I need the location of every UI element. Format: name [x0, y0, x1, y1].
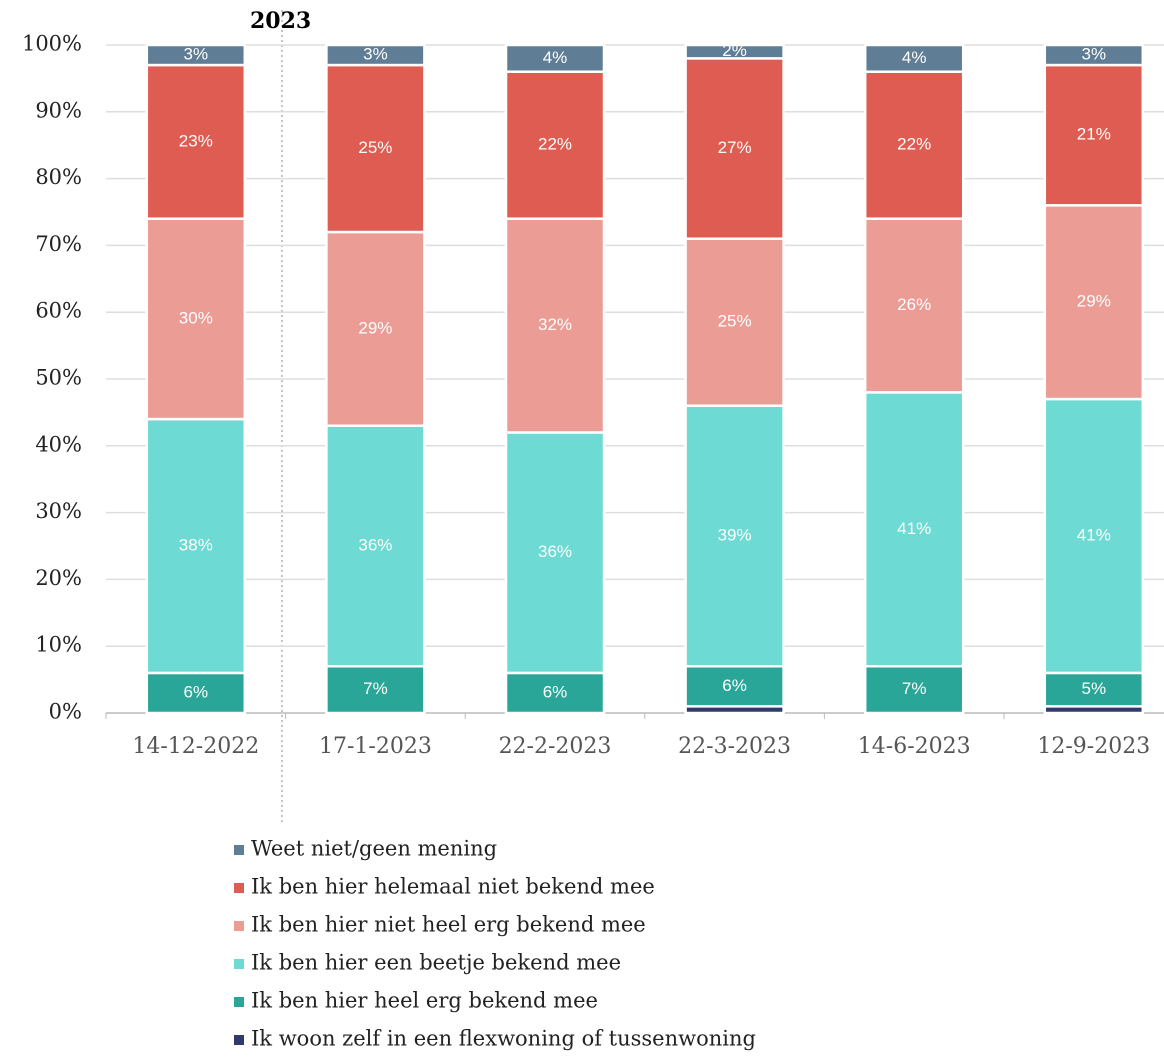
data-label: 27%	[718, 138, 752, 157]
y-tick-label: 10%	[35, 633, 82, 657]
legend-label: Weet niet/geen mening	[251, 837, 497, 861]
data-label: 5%	[1082, 679, 1107, 698]
bar-segment	[863, 43, 965, 73]
y-tick-label: 30%	[35, 499, 82, 523]
data-label: 29%	[1077, 292, 1111, 311]
legend-swatch	[234, 1035, 244, 1045]
bar-segment	[1043, 204, 1145, 401]
data-label: 41%	[1077, 525, 1111, 544]
bar-segment	[325, 424, 426, 668]
data-label: 7%	[902, 679, 927, 698]
bar-segment	[863, 70, 965, 220]
bar-segment	[504, 70, 606, 220]
data-label: 38%	[179, 535, 213, 554]
bar-segment	[145, 63, 247, 220]
data-label: 21%	[1077, 125, 1111, 144]
legend-swatch	[234, 921, 244, 931]
bar-segment	[684, 57, 785, 240]
y-tick-label: 40%	[35, 432, 82, 456]
data-label: 29%	[358, 318, 392, 337]
data-label: 23%	[179, 131, 213, 150]
y-tick-label: 90%	[35, 98, 82, 122]
legend-swatch	[234, 845, 244, 855]
x-tick-label: 14-12-2022	[132, 734, 259, 759]
legend-swatch	[234, 883, 244, 893]
bar-segment	[1043, 43, 1145, 67]
data-label: 25%	[718, 312, 752, 331]
legend-label: Ik ben hier heel erg bekend mee	[251, 989, 598, 1013]
data-label: 3%	[363, 45, 388, 64]
y-tick-label: 70%	[35, 232, 82, 256]
x-tick-label: 17-1-2023	[319, 734, 432, 759]
bar-segment	[325, 230, 426, 428]
bar-segment	[863, 217, 965, 394]
data-label: 3%	[184, 45, 209, 64]
data-label: 22%	[897, 135, 931, 154]
bar-segment	[145, 217, 247, 421]
data-label: 39%	[718, 525, 752, 544]
bar-segment	[145, 417, 247, 675]
bar-segment	[1043, 671, 1145, 708]
legend-label: Ik ben hier een beetje bekend mee	[251, 951, 621, 975]
bar-segment	[504, 217, 606, 434]
bar-segment	[145, 671, 247, 715]
bar-segment	[504, 431, 606, 675]
y-tick-label: 100%	[22, 32, 82, 56]
legend-label: Ik ben hier helemaal niet bekend mee	[251, 875, 655, 899]
legend-swatch	[234, 997, 244, 1007]
legend-swatch	[234, 959, 244, 969]
data-label: 41%	[897, 519, 931, 538]
data-label: 6%	[722, 676, 747, 695]
data-label: 25%	[358, 138, 392, 157]
data-label: 36%	[358, 535, 392, 554]
data-label: 6%	[543, 682, 568, 701]
x-tick-label: 14-6-2023	[858, 734, 971, 759]
legend-label: Ik woon zelf in een flexwoning of tussen…	[251, 1027, 756, 1051]
bar-segment	[684, 43, 785, 60]
x-tick-label: 22-2-2023	[499, 734, 612, 759]
bar-segment	[684, 664, 785, 708]
data-label: 6%	[184, 682, 209, 701]
bar-segment	[145, 43, 247, 67]
data-label: 30%	[179, 308, 213, 327]
legend-label: Ik ben hier niet heel erg bekend mee	[251, 913, 646, 937]
data-label: 2%	[722, 41, 747, 60]
bar-segment	[325, 43, 426, 67]
y-tick-label: 60%	[35, 299, 82, 323]
data-label: 22%	[538, 135, 572, 154]
annotation: 2023	[250, 8, 311, 34]
data-label: 32%	[538, 315, 572, 334]
y-tick-label: 80%	[35, 165, 82, 189]
data-label: 36%	[538, 542, 572, 561]
bar-segment	[325, 664, 426, 715]
bar-segment	[1043, 397, 1145, 675]
data-label: 4%	[902, 48, 927, 67]
x-tick-label: 22-3-2023	[678, 734, 791, 759]
data-label: 4%	[543, 48, 568, 67]
data-label: 3%	[1082, 45, 1107, 64]
data-label: 7%	[363, 679, 388, 698]
data-label: 26%	[897, 295, 931, 314]
x-tick-label: 12-9-2023	[1037, 734, 1150, 759]
bar-segment	[504, 671, 606, 715]
bar-segment	[504, 43, 606, 73]
y-tick-label: 20%	[35, 566, 82, 590]
y-tick-label: 50%	[35, 366, 82, 390]
y-tick-label: 0%	[49, 700, 82, 724]
